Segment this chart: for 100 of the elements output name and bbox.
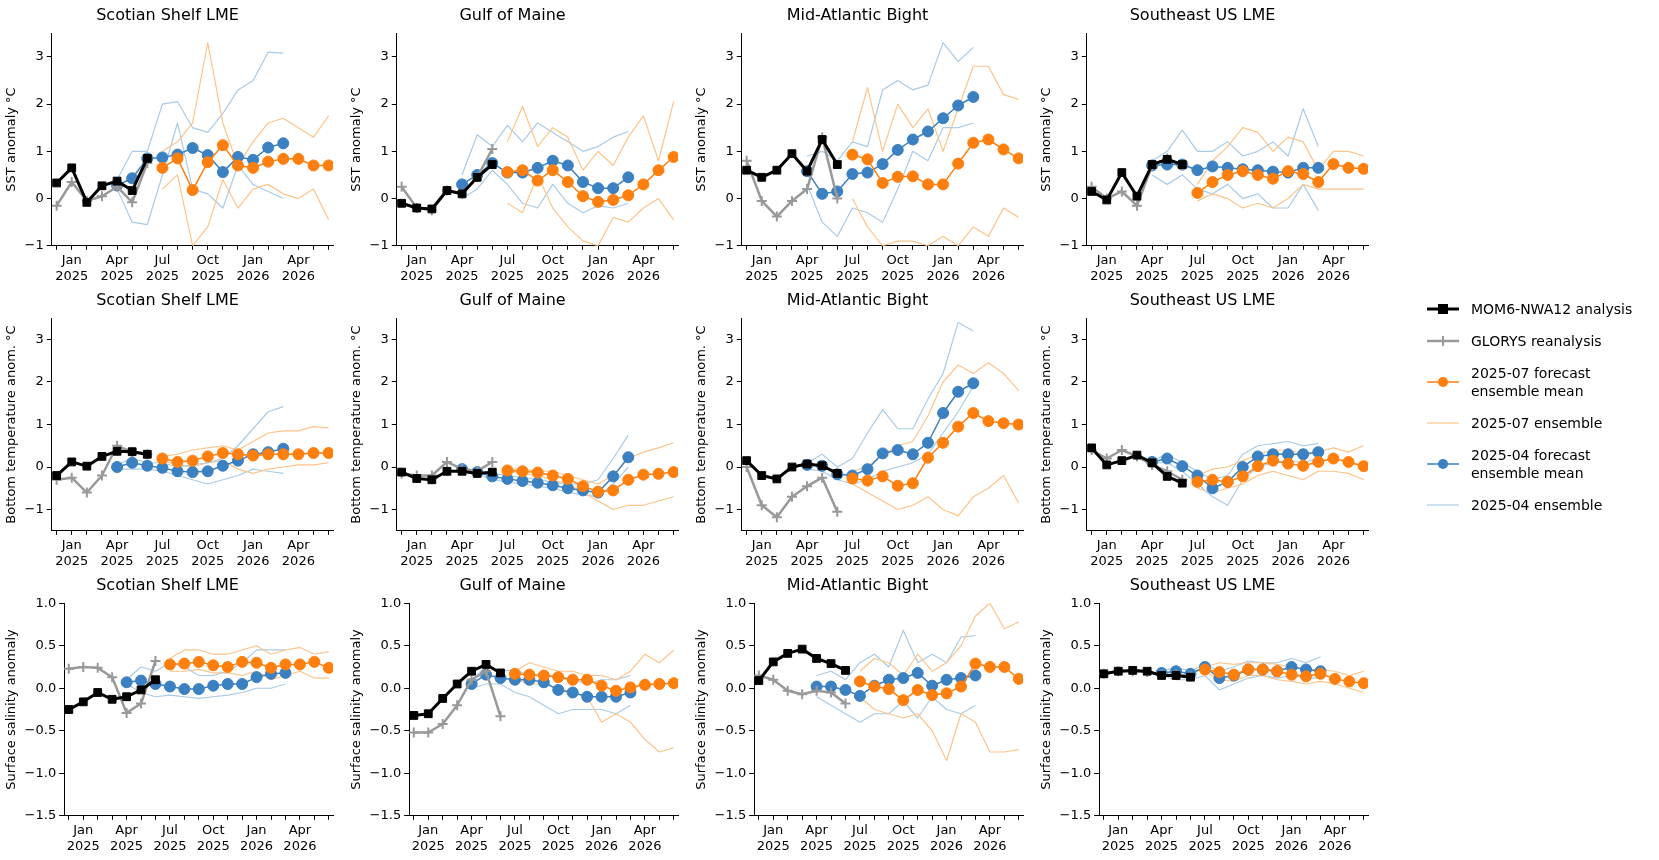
x-tick-label: Apr 2025 — [1145, 821, 1179, 853]
legend-label: GLORYS reanalysis — [1471, 332, 1602, 350]
x-tick-label: Jul 2025 — [843, 821, 877, 853]
y-tick-label: 1.0 — [35, 594, 57, 610]
y-tick-label: −0.5 — [714, 722, 747, 738]
y-tick-label: 1 — [725, 142, 734, 158]
x-tick-label: Jan 2026 — [1275, 821, 1309, 853]
x-tick-label: Jan 2025 — [1101, 821, 1135, 853]
x-tick-label: Jul 2025 — [490, 251, 524, 283]
x-tick-label: Apr 2026 — [283, 821, 317, 853]
x-tick-label: Apr 2026 — [628, 821, 662, 853]
x-tick-label: Jan 2026 — [1271, 251, 1305, 283]
legend-label: 2025-07 ensemble — [1471, 414, 1603, 432]
y-tick-label: 0 — [380, 458, 389, 474]
x-tick-label: Oct 2025 — [1226, 251, 1260, 283]
x-tick-label: Apr 2026 — [626, 536, 660, 568]
y-axis-title: SST anomaly °C — [693, 87, 709, 192]
x-tick-label: Jul 2025 — [490, 536, 524, 568]
y-axis-title: Bottom temperature anom. °C — [348, 325, 364, 524]
chart-title: Gulf of Maine — [459, 289, 566, 309]
y-tick-label: 0 — [380, 189, 389, 205]
x-tick-label: Apr 2026 — [1316, 251, 1350, 283]
x-tick-label: Jul 2025 — [1188, 821, 1222, 853]
x-tick-label: Oct 2025 — [1226, 536, 1260, 568]
y-tick-label: −1 — [1059, 500, 1079, 516]
y-axis-title: Surface salinity anomaly — [348, 628, 364, 790]
x-tick-label: Jan 2025 — [745, 536, 779, 568]
y-axis-title: Bottom temperature anom. °C — [693, 325, 709, 524]
x-tick-label: Jan 2026 — [926, 251, 960, 283]
x-tick-label: Jan 2025 — [756, 821, 790, 853]
y-tick-label: 3 — [725, 330, 734, 346]
x-tick-label: Apr 2026 — [971, 251, 1005, 283]
x-tick-label: Jan 2026 — [926, 536, 960, 568]
x-tick-label: Oct 2025 — [536, 251, 570, 283]
y-tick-label: 1 — [1070, 142, 1079, 158]
x-tick-label: Apr 2025 — [455, 821, 489, 853]
x-tick-label: Jan 2025 — [1090, 536, 1124, 568]
x-tick-label: Jan 2026 — [930, 821, 964, 853]
y-axis-title: SST anomaly °C — [348, 87, 364, 192]
y-tick-label: −1.0 — [24, 764, 57, 780]
x-tick-label: Jan 2026 — [1271, 536, 1305, 568]
y-axis-title: Bottom temperature anom. °C — [3, 325, 19, 524]
x-tick-label: Jul 2025 — [1180, 536, 1214, 568]
y-tick-label: 3 — [1070, 48, 1079, 64]
x-tick-label: Jul 2025 — [145, 251, 179, 283]
y-tick-label: 0.5 — [35, 637, 57, 653]
y-tick-label: 0.5 — [725, 637, 747, 653]
x-tick-label: Jan 2025 — [745, 251, 779, 283]
y-tick-label: 0 — [725, 458, 734, 474]
chart-title: Scotian Shelf LME — [96, 574, 239, 594]
y-axis-title: SST anomaly °C — [1038, 87, 1054, 192]
y-axis-title: Bottom temperature anom. °C — [1038, 325, 1054, 524]
x-tick-label: Jan 2026 — [585, 821, 619, 853]
y-tick-label: −1.0 — [1059, 764, 1092, 780]
chart-title: Southeast US LME — [1129, 289, 1276, 309]
chart-title: Mid-Atlantic Bight — [786, 4, 929, 24]
y-tick-label: −0.5 — [24, 722, 57, 738]
y-tick-label: −1.0 — [714, 764, 747, 780]
y-tick-label: 0.0 — [35, 679, 57, 695]
y-tick-label: 2 — [725, 95, 734, 111]
y-tick-label: −1.5 — [24, 807, 57, 823]
y-tick-label: 0.5 — [1070, 637, 1092, 653]
y-axis-title: Surface salinity anomaly — [3, 628, 19, 790]
x-tick-label: Oct 2025 — [1231, 821, 1265, 853]
y-tick-label: 0.0 — [380, 679, 402, 695]
x-tick-label: Jul 2025 — [1180, 251, 1214, 283]
y-tick-label: 0 — [35, 458, 44, 474]
x-tick-label: Oct 2025 — [196, 821, 230, 853]
y-tick-label: −1.0 — [369, 764, 402, 780]
y-tick-label: 0 — [1070, 189, 1079, 205]
y-axis-title: Surface salinity anomaly — [693, 628, 709, 790]
x-tick-label: Apr 2026 — [1318, 821, 1352, 853]
y-tick-label: 3 — [35, 48, 44, 64]
x-tick-label: Oct 2025 — [191, 251, 225, 283]
y-tick-label: 2 — [380, 95, 389, 111]
x-tick-label: Apr 2025 — [110, 821, 144, 853]
legend-label: 2025-04 forecast ensemble mean — [1471, 446, 1591, 482]
y-tick-label: 0 — [1070, 458, 1079, 474]
x-tick-label: Jan 2026 — [581, 536, 615, 568]
y-tick-label: −1 — [369, 237, 389, 253]
y-tick-label: 3 — [380, 330, 389, 346]
y-tick-label: 1.0 — [725, 594, 747, 610]
x-tick-label: Oct 2025 — [536, 536, 570, 568]
y-tick-label: −1 — [1059, 237, 1079, 253]
chart-title: Southeast US LME — [1129, 4, 1276, 24]
x-tick-label: Jan 2025 — [55, 251, 89, 283]
x-tick-label: Apr 2025 — [100, 251, 134, 283]
x-tick-label: Jan 2025 — [55, 536, 89, 568]
y-tick-label: 1 — [380, 142, 389, 158]
x-tick-label: Apr 2025 — [800, 821, 834, 853]
x-tick-label: Apr 2025 — [790, 536, 824, 568]
x-tick-label: Apr 2026 — [281, 536, 315, 568]
x-tick-label: Jan 2025 — [1090, 251, 1124, 283]
x-tick-label: Jan 2026 — [236, 536, 270, 568]
y-tick-label: 1.0 — [380, 594, 402, 610]
y-tick-label: 0 — [725, 189, 734, 205]
x-tick-label: Jan 2026 — [236, 251, 270, 283]
chart-title: Mid-Atlantic Bight — [786, 574, 929, 594]
x-tick-label: Apr 2026 — [1316, 536, 1350, 568]
y-tick-label: −1 — [24, 500, 44, 516]
